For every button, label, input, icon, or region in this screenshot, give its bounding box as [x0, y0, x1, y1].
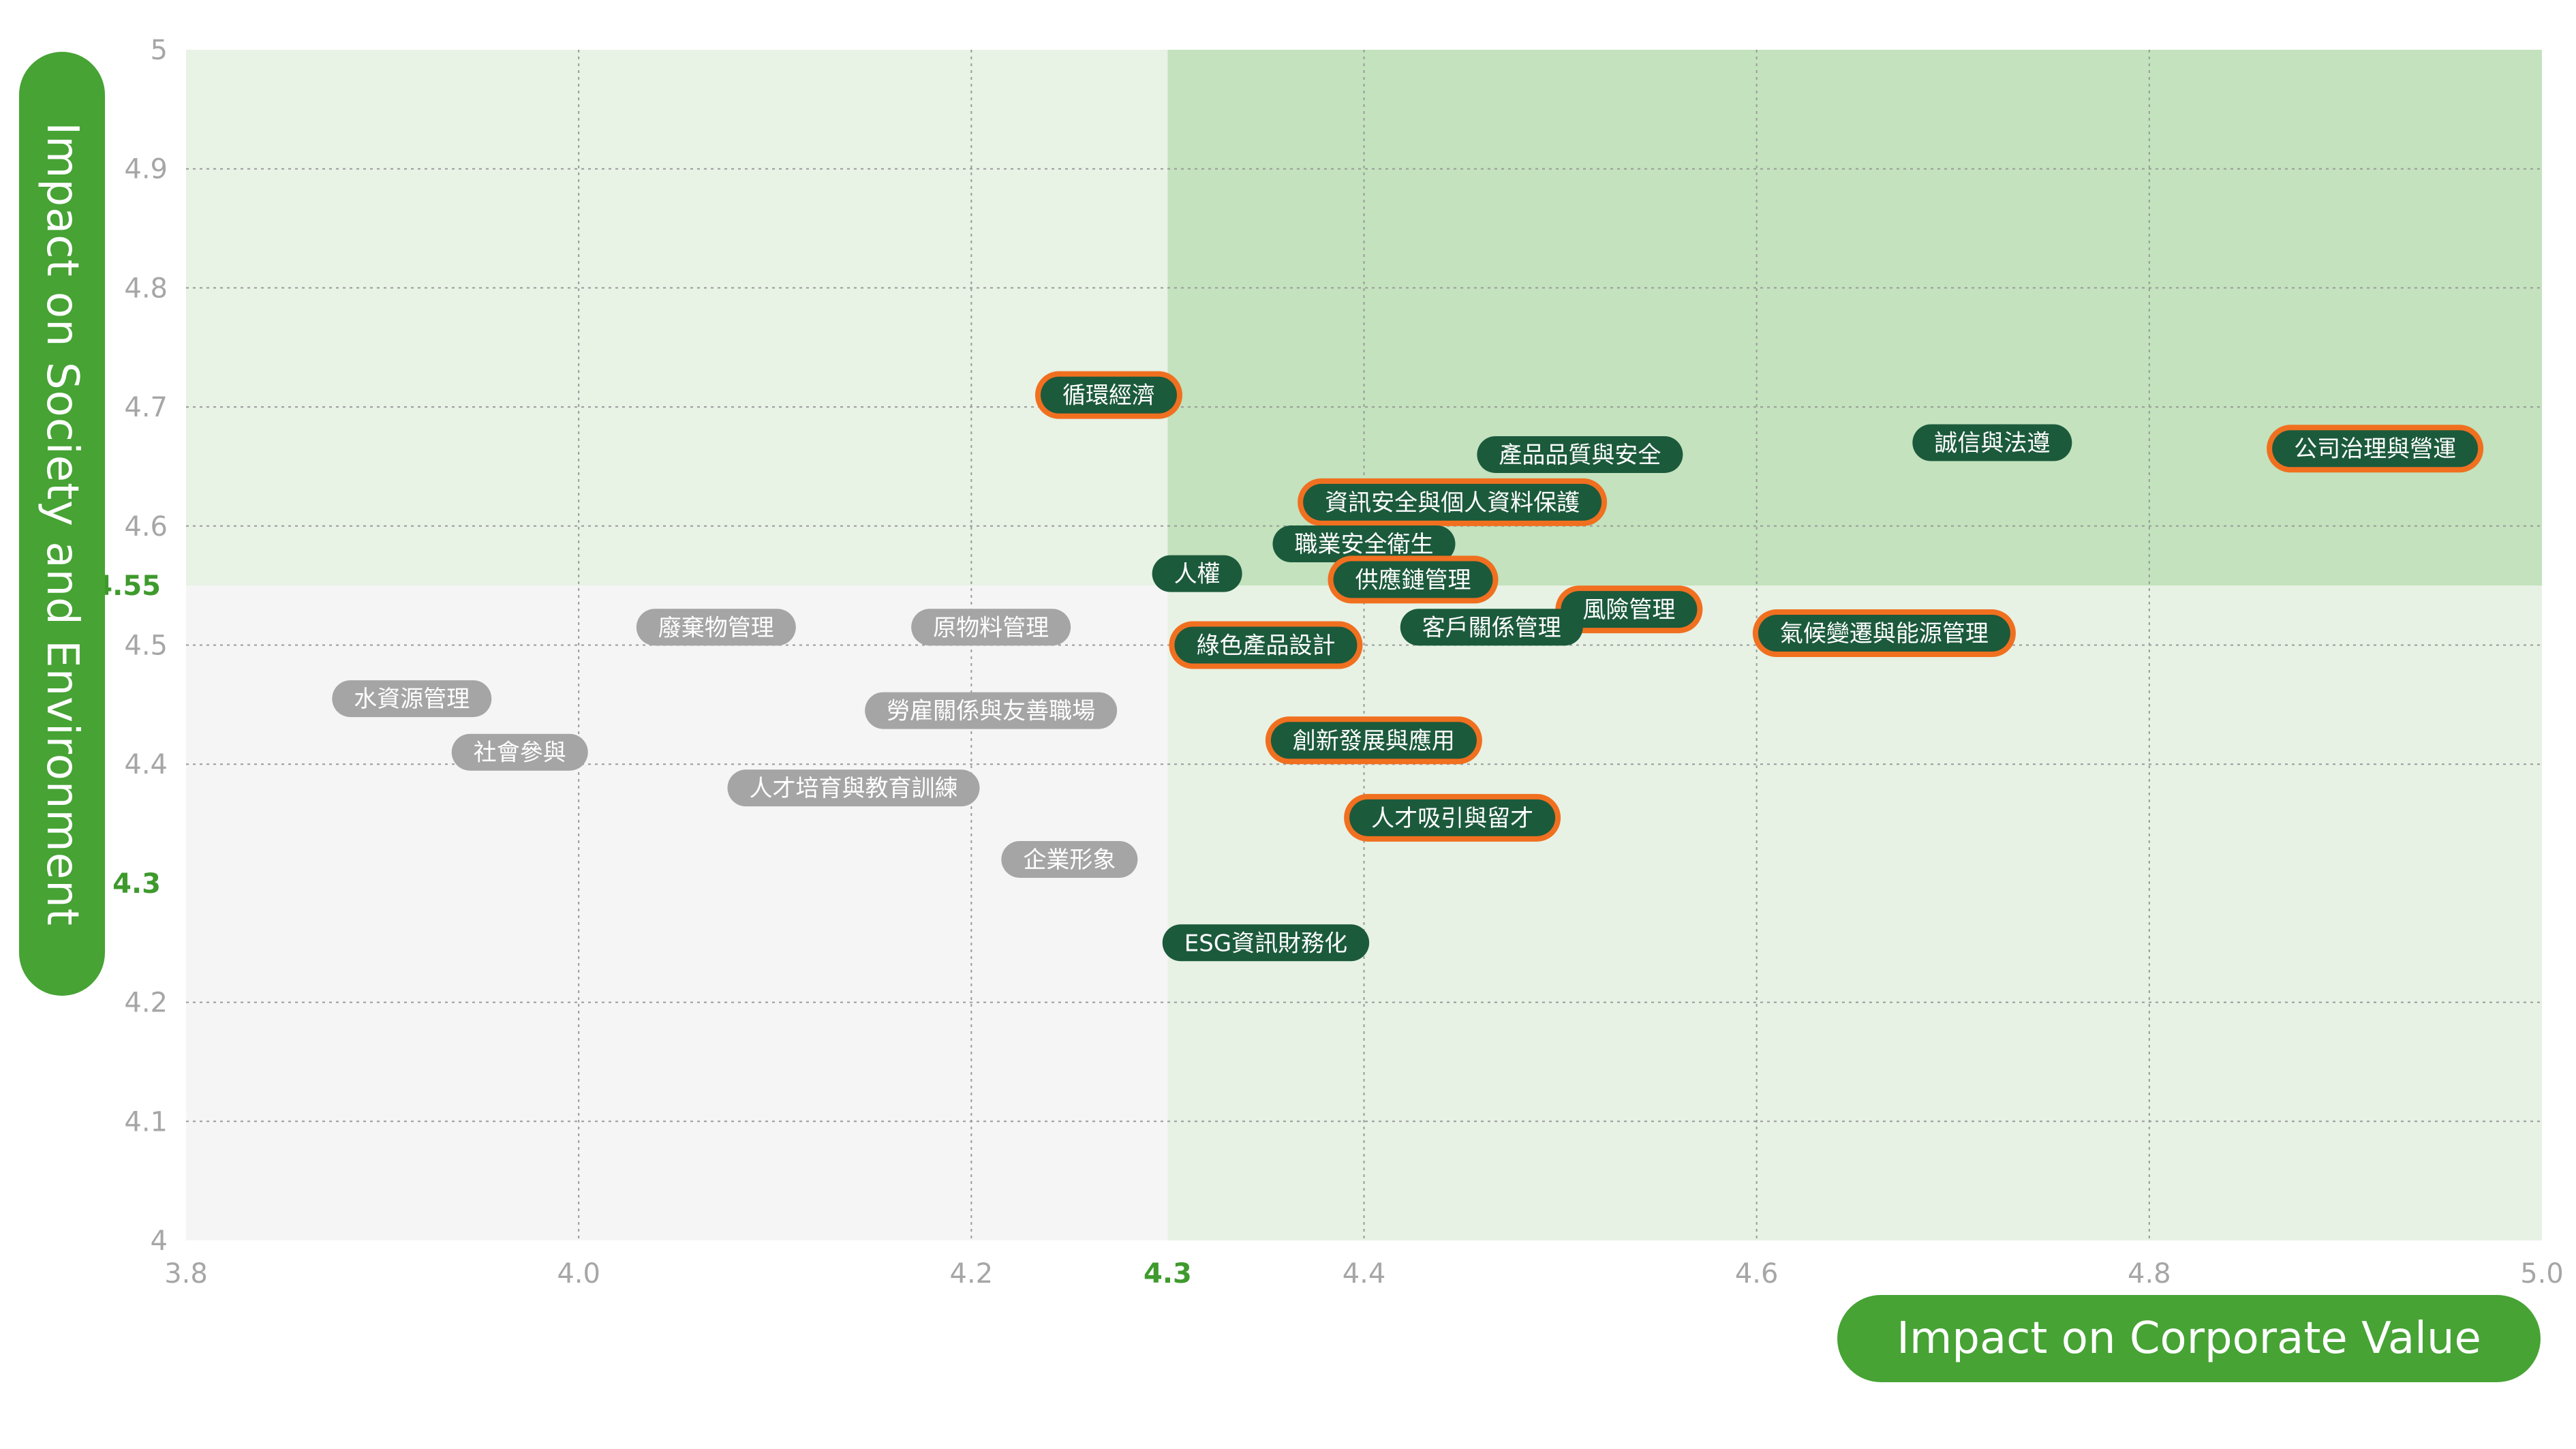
x-tick-label: 4.3: [1144, 1258, 1192, 1290]
data-point-label: 客戶關係管理: [1422, 614, 1561, 641]
data-point: 供應鏈管理: [1328, 555, 1499, 604]
data-point-label: 產品品質與安全: [1499, 442, 1661, 469]
data-point-label: 水資源管理: [354, 686, 470, 713]
x-axis-title-text: Impact on Corporate Value: [1897, 1313, 2481, 1364]
data-point-pill: [1152, 555, 1242, 592]
y-tick-label: 4.8: [124, 273, 168, 304]
data-point-label: 供應鏈管理: [1355, 566, 1471, 594]
y-tick-label: 4.1: [124, 1106, 168, 1138]
data-point: 公司治理與營運: [2267, 425, 2484, 473]
data-point: 水資源管理: [332, 680, 492, 718]
data-point: 人才培育與教育訓練: [727, 769, 980, 807]
data-point-pill: [2272, 430, 2479, 468]
data-point-pill: [1758, 615, 2010, 652]
x-tick-label: 4.6: [1735, 1258, 1779, 1290]
data-point: 廢棄物管理: [636, 609, 796, 646]
data-point-pill: [865, 692, 1118, 729]
data-point: 誠信與法遵: [1912, 424, 2072, 461]
data-point-pill: [727, 769, 980, 807]
data-point-label: 循環經濟: [1062, 382, 1155, 410]
x-tick-label: 5.0: [2520, 1258, 2564, 1290]
data-point-pill: [1272, 525, 1456, 563]
x-tick-label: 4.4: [1343, 1258, 1386, 1290]
quadrant-bottom-left: [186, 585, 1168, 1240]
data-point-label: ESG資訊財務化: [1184, 930, 1347, 957]
data-point-pill: [1174, 626, 1358, 664]
data-point-pill: [1561, 591, 1698, 628]
quadrant-top-left: [186, 50, 1168, 586]
data-point-label: 風險管理: [1582, 596, 1675, 624]
data-point: 資訊安全與個人資料保護: [1298, 478, 1608, 526]
x-tick-label: 4.0: [557, 1258, 600, 1290]
data-point: 企業形象: [1001, 840, 1138, 878]
data-point-label: 原物料管理: [933, 614, 1049, 641]
data-point-pill: [1477, 436, 1683, 473]
tick-labels: 3.8 4.0 4.2 4.3 4.4 4.6 4.8 5.0 5 4.9 4.8 4.7 4.6 4.5…: [93, 35, 2564, 1290]
data-point-pill: [1333, 561, 1493, 598]
data-point-label: 勞雇關係與友善職場: [887, 698, 1095, 725]
data-point-pill: [1001, 840, 1138, 878]
data-point-pill: [636, 609, 796, 646]
data-point-label: 公司治理與營運: [2294, 436, 2456, 463]
data-point: 人才吸引與留才: [1344, 793, 1561, 842]
data-point-pill: [1912, 424, 2072, 461]
data-point: 客戶關係管理: [1400, 609, 1583, 646]
data-point-pill: [1400, 609, 1583, 646]
data-point-label: 綠色產品設計: [1196, 632, 1335, 660]
y-tick-label: 4.3: [112, 868, 161, 900]
y-axis-title-text: Impact on Society and Environment: [37, 121, 87, 926]
y-axis-title: Impact on Society and Environment: [19, 52, 105, 996]
x-tick-label: 4.2: [950, 1258, 994, 1290]
data-point: 產品品質與安全: [1477, 436, 1683, 473]
x-tick-label: 3.8: [164, 1258, 208, 1290]
y-tick-label: 4.2: [124, 988, 168, 1019]
data-point: ESG資訊財務化: [1162, 924, 1370, 962]
data-point: 人權: [1152, 555, 1242, 592]
data-point: 勞雇關係與友善職場: [865, 692, 1118, 729]
data-point: 循環經濟: [1034, 371, 1182, 419]
data-point-label: 社會參與: [474, 739, 566, 767]
data-point: 職業安全衛生: [1272, 525, 1456, 563]
data-point-pill: [911, 609, 1071, 646]
data-point: 風險管理: [1555, 585, 1703, 634]
data-point-pill: [1349, 799, 1556, 836]
data-point-label: 職業安全衛生: [1295, 531, 1434, 558]
y-tick-label: 4: [151, 1225, 168, 1257]
data-point-pill: [451, 733, 588, 771]
data-point: 創新發展與應用: [1265, 716, 1482, 765]
data-point: 氣候變遷與能源管理: [1752, 609, 2016, 658]
data-point-label: 人才培育與教育訓練: [749, 775, 957, 802]
data-point-label: 創新發展與應用: [1293, 727, 1455, 754]
data-point-pill: [1303, 483, 1602, 521]
y-tick-label: 4.5: [124, 630, 168, 662]
data-point-label: 誠信與法遵: [1934, 430, 2050, 457]
data-point: 綠色產品設計: [1169, 621, 1363, 669]
data-point-pill: [1162, 924, 1370, 962]
data-point-label: 人才吸引與留才: [1371, 805, 1533, 832]
data-point-pill: [1270, 722, 1477, 759]
y-tick-label: 5: [151, 35, 168, 66]
data-point-label: 廢棄物管理: [658, 614, 774, 641]
y-tick-label: 4.7: [124, 392, 168, 423]
data-point-pill: [1040, 376, 1177, 414]
data-point-label: 氣候變遷與能源管理: [1780, 620, 1989, 647]
data-point-label: 企業形象: [1023, 846, 1116, 874]
quadrant-bottom-right: [1167, 585, 2542, 1240]
x-tick-label: 4.8: [2128, 1258, 2171, 1290]
y-tick-label: 4.6: [124, 511, 168, 543]
x-axis-title: Impact on Corporate Value: [1837, 1295, 2541, 1382]
data-point-label: 人權: [1174, 561, 1221, 588]
data-point-label: 資訊安全與個人資料保護: [1325, 489, 1580, 517]
data-point: 原物料管理: [911, 609, 1071, 646]
data-point: 社會參與: [451, 733, 588, 771]
y-tick-label: 4.4: [124, 749, 168, 780]
data-point-pill: [332, 680, 492, 718]
y-tick-label: 4.9: [124, 154, 168, 185]
